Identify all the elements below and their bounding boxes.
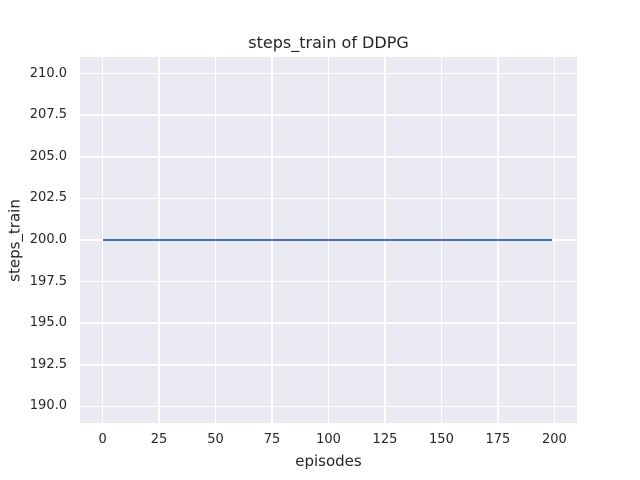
series-line-steps_train — [102, 238, 553, 242]
y-tick-label: 192.5 — [29, 356, 67, 372]
y-tick-label: 195.0 — [29, 315, 67, 331]
y-tick-label: 202.5 — [29, 190, 67, 206]
x-tick-label: 125 — [372, 432, 398, 447]
x-tick-label: 50 — [207, 432, 224, 447]
gridline-horizontal — [80, 280, 577, 283]
y-tick-label: 200.0 — [29, 232, 67, 247]
x-tick-label: 150 — [429, 432, 454, 447]
gridline-horizontal — [80, 197, 577, 200]
plot-area — [80, 57, 577, 423]
x-tick-label: 75 — [263, 432, 281, 447]
y-tick-label: 207.5 — [29, 107, 67, 123]
chart-title: steps_train of DDPG — [248, 33, 409, 52]
gridline-horizontal — [80, 364, 577, 366]
gridline-horizontal — [80, 114, 577, 116]
gridline-horizontal — [80, 322, 577, 324]
x-tick-label: 25 — [150, 432, 168, 447]
y-tick-label: 210.0 — [29, 65, 67, 81]
gridline-horizontal — [80, 72, 577, 75]
gridline-horizontal — [80, 405, 577, 408]
x-tick-label: 175 — [485, 432, 511, 447]
x-tick-label: 200 — [541, 432, 567, 447]
x-tick-label: 0 — [98, 432, 107, 447]
x-tick-label: 100 — [316, 432, 341, 447]
y-tick-label: 197.5 — [29, 273, 67, 289]
y-tick-label: 205.0 — [29, 148, 67, 164]
gridline-horizontal — [80, 156, 577, 158]
x-axis-label: episodes — [295, 452, 362, 470]
y-tick-label: 190.0 — [29, 398, 67, 414]
